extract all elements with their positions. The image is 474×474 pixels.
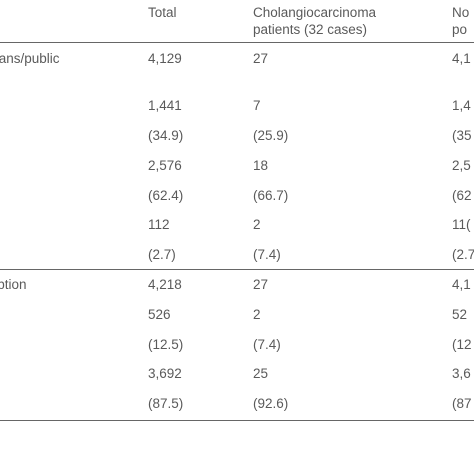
cell-chol: 2 (253, 217, 261, 232)
cell-non: 2,5 (452, 158, 471, 173)
row-label: mption (0, 277, 27, 292)
cell-total: 1,441 (148, 98, 182, 113)
cell-chol: (25.9) (253, 128, 289, 143)
cell-chol: 7 (253, 98, 261, 113)
cell-chol: 2 (253, 307, 261, 322)
cell-chol: (66.7) (253, 188, 289, 203)
cell-total: 2,576 (148, 158, 182, 173)
header-cholangiocarcinoma-line2: patients (32 cases) (253, 22, 368, 37)
cell-total: (2.7) (148, 247, 176, 262)
cell-total: (62.4) (148, 188, 184, 203)
header-total: Total (148, 5, 177, 20)
cell-non: (12 (452, 337, 472, 352)
cell-total: 4,129 (148, 51, 182, 66)
row-label: icians/public (0, 51, 60, 66)
cell-total: 4,218 (148, 277, 182, 292)
cell-non: 52 (452, 307, 468, 322)
cell-non: 11( (452, 217, 471, 232)
cell-chol: (7.4) (253, 337, 281, 352)
cell-chol: 27 (253, 277, 269, 292)
header-rule (0, 42, 474, 43)
bottom-rule (0, 420, 474, 421)
cell-non: (35 (452, 128, 472, 143)
cell-total: 526 (148, 307, 171, 322)
cell-total: (87.5) (148, 396, 184, 411)
cell-non: 4,1 (452, 51, 471, 66)
header-non-line1: No (452, 5, 470, 20)
cell-chol: 25 (253, 366, 269, 381)
header-cholangiocarcinoma-line1: Cholangiocarcinoma (253, 5, 377, 20)
cell-total: (12.5) (148, 337, 184, 352)
cell-total: (34.9) (148, 128, 184, 143)
cell-chol: 18 (253, 158, 269, 173)
cell-non: 3,6 (452, 366, 471, 381)
cell-chol: (92.6) (253, 396, 289, 411)
cell-non: (2.7 (452, 247, 474, 262)
header-non-line2: po (452, 22, 468, 37)
cell-chol: (7.4) (253, 247, 281, 262)
cell-non: (87 (452, 396, 472, 411)
cell-non: 1,4 (452, 98, 471, 113)
cell-non: 4,1 (452, 277, 471, 292)
cell-non: (62 (452, 188, 472, 203)
cell-total: 3,692 (148, 366, 182, 381)
cell-chol: 27 (253, 51, 269, 66)
section-rule (0, 269, 474, 270)
cell-total: 112 (148, 217, 170, 232)
